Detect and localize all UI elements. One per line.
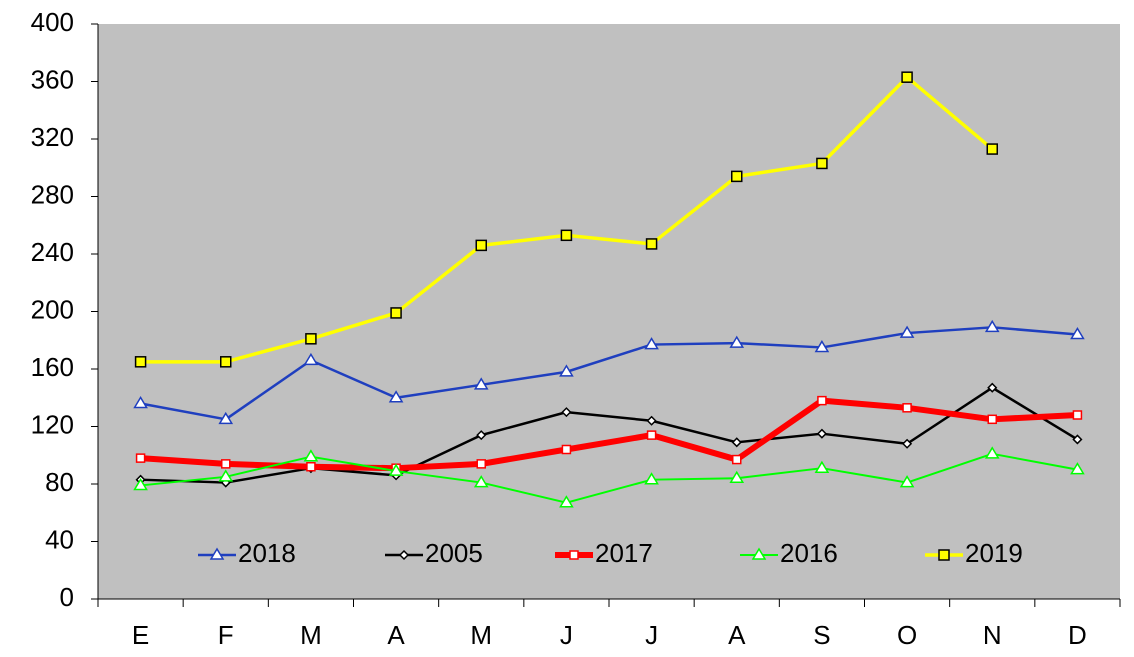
y-tick-label: 400 bbox=[31, 7, 74, 37]
point bbox=[902, 438, 913, 449]
y-tick-label: 120 bbox=[31, 409, 74, 439]
point bbox=[986, 143, 998, 155]
x-tick-label: E bbox=[132, 620, 149, 650]
point bbox=[731, 437, 742, 448]
legend-marker bbox=[751, 547, 767, 560]
point bbox=[731, 170, 743, 183]
y-tick-label: 200 bbox=[31, 294, 74, 324]
y-tick-label: 320 bbox=[31, 122, 74, 152]
point bbox=[814, 460, 830, 473]
point bbox=[476, 430, 487, 441]
y-tick-label: 40 bbox=[45, 524, 74, 554]
y-tick-label: 80 bbox=[45, 467, 74, 497]
y-tick-label: 360 bbox=[31, 64, 74, 94]
point bbox=[729, 470, 745, 483]
y-tick-label: 0 bbox=[60, 582, 74, 612]
point bbox=[1072, 434, 1083, 445]
legend-label: 2019 bbox=[965, 538, 1023, 568]
point bbox=[473, 475, 489, 488]
x-tick-label: M bbox=[470, 620, 492, 650]
x-tick-label: J bbox=[645, 620, 658, 650]
point bbox=[559, 364, 574, 377]
point bbox=[560, 229, 573, 242]
point bbox=[644, 472, 659, 485]
legend-marker bbox=[209, 547, 225, 560]
point bbox=[390, 307, 402, 319]
point bbox=[221, 459, 231, 469]
point bbox=[984, 319, 1000, 333]
point bbox=[816, 157, 828, 170]
point bbox=[220, 356, 232, 368]
point bbox=[135, 453, 146, 463]
point bbox=[303, 352, 319, 366]
series-line bbox=[140, 326, 1078, 421]
point bbox=[901, 71, 913, 83]
point bbox=[388, 390, 404, 403]
plot-area bbox=[98, 24, 1120, 599]
point bbox=[1070, 462, 1085, 475]
point bbox=[899, 325, 915, 338]
point bbox=[814, 339, 830, 353]
legend-marker bbox=[398, 549, 410, 561]
series-line bbox=[140, 452, 1078, 504]
point bbox=[732, 454, 742, 465]
legend-marker bbox=[569, 550, 579, 560]
point bbox=[133, 396, 148, 409]
point bbox=[218, 469, 234, 482]
point bbox=[133, 477, 148, 491]
x-tick-label: O bbox=[897, 620, 917, 650]
x-tick-label: D bbox=[1068, 620, 1087, 650]
point bbox=[561, 444, 572, 455]
y-tick-label: 160 bbox=[31, 352, 74, 382]
point bbox=[987, 414, 997, 425]
x-tick-label: M bbox=[300, 620, 322, 650]
legend-label: 2005 bbox=[425, 538, 483, 568]
legend-marker bbox=[938, 549, 950, 561]
point bbox=[1072, 410, 1083, 420]
point bbox=[303, 449, 319, 462]
y-tick-label: 240 bbox=[31, 237, 74, 267]
point bbox=[645, 238, 658, 250]
series-line bbox=[140, 386, 1079, 484]
point bbox=[476, 459, 486, 469]
x-tick-label: J bbox=[560, 620, 573, 650]
x-tick-label: A bbox=[387, 620, 405, 650]
x-tick-label: N bbox=[983, 620, 1002, 650]
x-tick-label: A bbox=[728, 620, 746, 650]
point bbox=[473, 377, 489, 390]
legend-label: 2017 bbox=[595, 538, 653, 568]
series-line bbox=[140, 397, 1078, 472]
point bbox=[816, 428, 827, 439]
x-tick-label: S bbox=[813, 620, 830, 650]
point bbox=[902, 403, 912, 413]
point bbox=[987, 382, 998, 393]
point bbox=[475, 239, 487, 252]
legend-label: 2016 bbox=[780, 538, 838, 568]
point bbox=[306, 462, 316, 472]
point bbox=[218, 411, 234, 425]
point bbox=[729, 335, 745, 348]
x-tick-label: F bbox=[218, 620, 234, 650]
point bbox=[305, 333, 317, 345]
point bbox=[134, 356, 147, 368]
point bbox=[984, 446, 1000, 459]
point bbox=[899, 475, 915, 488]
point bbox=[646, 430, 657, 440]
point bbox=[646, 415, 657, 426]
y-tick-label: 280 bbox=[31, 179, 74, 209]
point bbox=[561, 407, 572, 418]
legend-label: 2018 bbox=[238, 538, 296, 568]
point bbox=[817, 395, 827, 406]
point bbox=[388, 463, 404, 476]
point bbox=[1070, 327, 1085, 340]
point bbox=[644, 337, 659, 350]
point bbox=[559, 495, 574, 508]
